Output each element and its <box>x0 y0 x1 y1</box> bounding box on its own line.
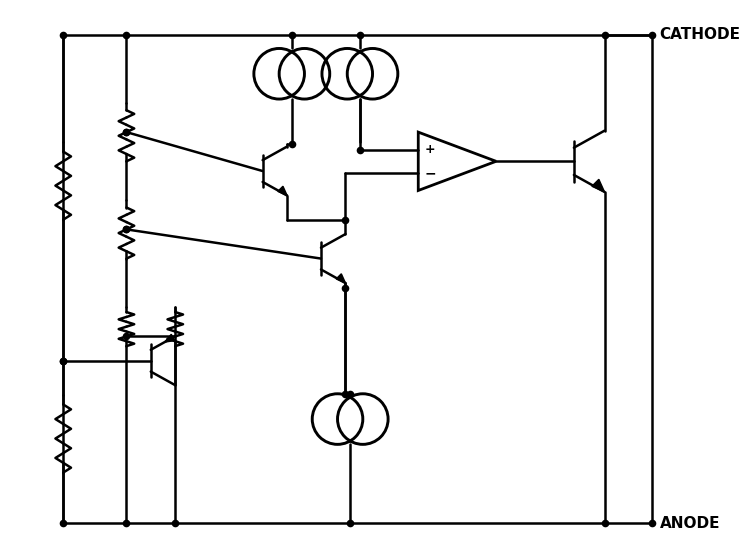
Polygon shape <box>592 179 605 192</box>
Polygon shape <box>164 334 175 342</box>
Text: CATHODE: CATHODE <box>660 27 740 42</box>
Polygon shape <box>277 186 287 195</box>
Text: −: − <box>424 166 436 180</box>
Text: ANODE: ANODE <box>660 516 720 531</box>
Text: +: + <box>425 143 435 156</box>
Polygon shape <box>336 274 345 283</box>
